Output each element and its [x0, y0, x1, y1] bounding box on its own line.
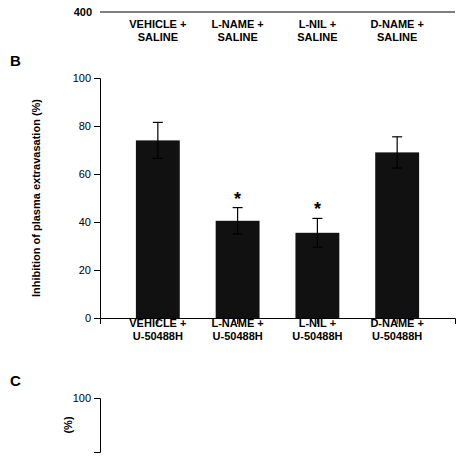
tick-label: L-NIL +U-50488H	[292, 317, 342, 342]
annotation: L-NAME +SALINE	[211, 18, 263, 43]
text-line: VEHICLE +	[129, 18, 186, 30]
tick: 100	[73, 392, 100, 404]
tick-label: 0	[85, 312, 91, 324]
tick-mark	[94, 318, 100, 319]
error-bar-line	[397, 137, 398, 168]
text-line: U-50488H	[372, 330, 422, 342]
y-axis-label: Inhibition of plasma extravasation (%)	[30, 99, 42, 297]
text-line: U-50488H	[133, 330, 183, 342]
tick-mark	[94, 126, 100, 127]
tick: 20	[79, 264, 100, 276]
error-bar-line	[157, 122, 158, 158]
error-bar-cap	[392, 136, 402, 137]
y-axis: 0 20 40 60 80 100	[73, 72, 101, 324]
text-line: L-NIL +	[299, 317, 336, 329]
error-bar-cap	[233, 233, 243, 234]
y-axis-label: (%)	[62, 416, 74, 433]
text-line: SALINE	[297, 31, 337, 43]
tick-label: D-NAME +U-50488H	[370, 317, 423, 342]
error-bar-cap	[312, 247, 322, 248]
text-line: L-NAME +	[211, 18, 263, 30]
tick-label: 100	[73, 72, 91, 84]
error-bar-cap	[392, 167, 402, 168]
annotation: L-NIL +SALINE	[297, 18, 337, 43]
tick-mark	[94, 398, 100, 399]
tick: 0	[85, 312, 100, 324]
x-axis: VEHICLE +U-50488HL-NAME +U-50488HL-NIL +…	[101, 317, 456, 342]
tick-label: 100	[73, 392, 91, 404]
text-line: D-NAME +	[370, 317, 423, 329]
panel-label: C	[10, 372, 21, 389]
tick: L-NAME +U-50488H	[211, 317, 263, 342]
annotation: D-NAME +SALINE	[370, 18, 423, 43]
error-bar-line	[317, 218, 318, 247]
chart: **020406080100VEHICLE +U-50488HL-NAME +U…	[0, 0, 474, 474]
panel-label: B	[10, 52, 21, 69]
tick-mark	[94, 222, 100, 223]
error-bar	[392, 137, 402, 168]
axis-line	[94, 399, 101, 453]
tick-label: 80	[79, 120, 91, 132]
plot-area	[136, 122, 419, 318]
bar	[216, 221, 260, 318]
bar	[136, 140, 180, 318]
y-axis: 100	[73, 392, 101, 452]
text-line: SALINE	[217, 31, 257, 43]
tick-mark	[94, 174, 100, 175]
tick: D-NAME +U-50488H	[370, 317, 423, 342]
text-line: L-NIL +	[299, 18, 336, 30]
text-line: U-50488H	[213, 330, 263, 342]
text-line: SALINE	[138, 31, 178, 43]
tick: VEHICLE +U-50488H	[129, 317, 186, 342]
tick-label: L-NAME +U-50488H	[211, 317, 263, 342]
error-bar	[312, 218, 322, 247]
annotation: VEHICLE +SALINE	[129, 18, 186, 43]
tick: 80	[79, 120, 100, 132]
text-line: L-NAME +	[211, 317, 263, 329]
significance-label: *	[314, 199, 321, 219]
bar	[375, 152, 419, 318]
tick: 100	[73, 72, 100, 84]
tick-mark	[94, 78, 100, 79]
tick-label: 60	[79, 168, 91, 180]
tick-label: 40	[79, 216, 91, 228]
text-line: D-NAME +	[370, 18, 423, 30]
tick-mark	[94, 270, 100, 271]
error-bar-line	[237, 208, 238, 234]
error-bar	[153, 122, 163, 158]
tick: 60	[79, 168, 100, 180]
error-bar-cap	[153, 158, 163, 159]
text-line: U-50488H	[292, 330, 342, 342]
annotation: 400	[74, 6, 92, 18]
error-bar-cap	[153, 122, 163, 123]
text-line: VEHICLE +	[129, 317, 186, 329]
axis-line	[94, 79, 101, 319]
tick-label: 20	[79, 264, 91, 276]
tick-label: VEHICLE +U-50488H	[129, 317, 186, 342]
error-bar	[233, 208, 243, 234]
panel-a-baseline	[100, 12, 455, 13]
text-line: SALINE	[377, 31, 417, 43]
tick: 40	[79, 216, 100, 228]
significance-label: *	[234, 189, 241, 209]
tick: L-NIL +U-50488H	[292, 317, 342, 342]
